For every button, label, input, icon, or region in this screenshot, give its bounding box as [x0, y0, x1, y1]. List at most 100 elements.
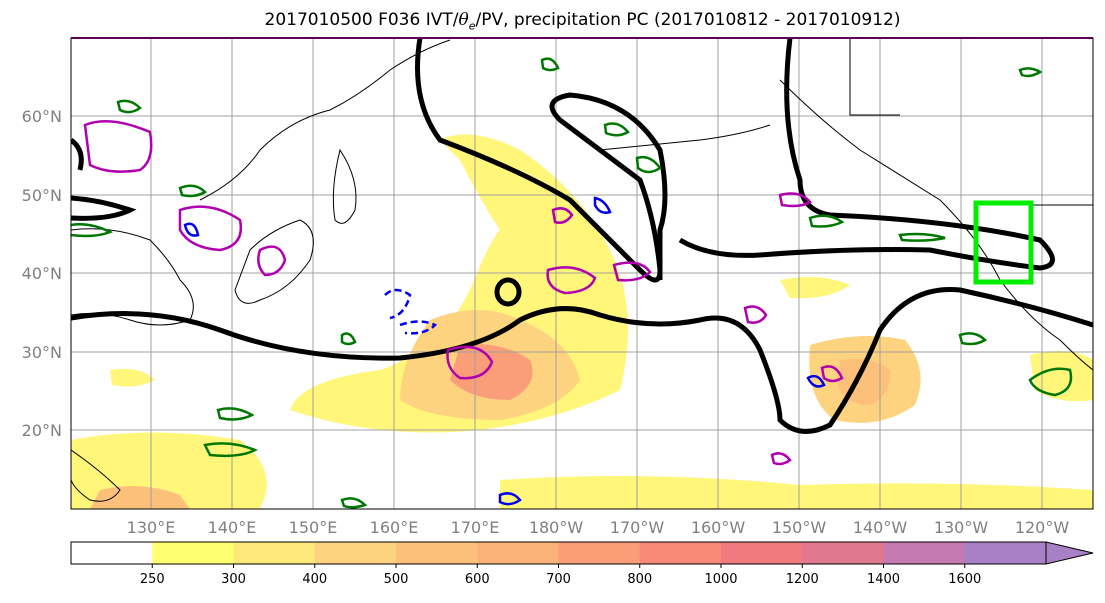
colorbar-swatch	[964, 542, 1047, 564]
precip-contour-15	[1018, 67, 1043, 78]
pv-contour-cutoff	[494, 277, 522, 307]
precip-contour-3	[71, 223, 114, 238]
theta-e-contour-7	[551, 207, 574, 224]
lon-label-140w: 140°W	[853, 518, 908, 537]
colorbar: 250 300 400 500 600 700 800 1000 1200 1400 1600	[70, 541, 1094, 587]
map-title: 2017010500 F036 IVT/θe/PV, precipitation…	[0, 10, 1105, 32]
lat-label-30: 30°N	[22, 343, 62, 362]
theta-e-contour-1	[83, 120, 153, 173]
colorbar-tick-labels: 250 300 400 500 600 700 800 1000 1200 1400 1600	[140, 564, 981, 587]
pv-contours	[71, 38, 1093, 434]
precip-contour-11	[340, 332, 357, 346]
precip-contour-5	[203, 442, 258, 458]
precip-contours	[71, 57, 1073, 509]
pv-contour-ridge	[678, 38, 1055, 271]
lon-label-170w: 170°W	[610, 518, 665, 537]
colorbar-swatch	[233, 542, 316, 564]
colorbar-tick-label: 250	[140, 572, 165, 587]
colorbar-tick-label: 800	[627, 572, 652, 587]
theta-e-neg-contour-5	[806, 374, 826, 388]
colorbar-tick-label: 1200	[786, 572, 819, 587]
theta-e-contour-10	[820, 365, 844, 383]
lon-label-140e: 140°E	[208, 518, 257, 537]
theta-e-neg-contour-6	[498, 492, 522, 506]
title-theta-subscript: e	[468, 19, 476, 33]
theta-e-contour-6	[612, 261, 652, 282]
colorbar-tick-label: 700	[546, 572, 571, 587]
ivt-region-mexico	[1030, 351, 1093, 402]
precip-contour-7	[603, 122, 630, 137]
lat-label-40: 40°N	[22, 264, 62, 283]
colorbar-tick-label: 1600	[948, 572, 981, 587]
theta-e-contour-2	[178, 205, 243, 252]
theta-e-contour-9	[778, 192, 812, 208]
colorbar-swatches	[71, 542, 1047, 564]
precip-contour-14	[898, 232, 946, 242]
colorbar-swatch-below	[71, 542, 153, 564]
theta-e-contour-4	[446, 345, 494, 380]
title-prefix: 2017010500 F036 IVT/	[264, 10, 459, 30]
theta-e-neg-contour-4	[183, 222, 200, 237]
title-theta: θ	[458, 10, 469, 30]
lon-label-130w: 130°W	[934, 518, 989, 537]
title-suffix: /PV, precipitation PC (2017010812 - 2017…	[475, 10, 901, 30]
pv-contour-trough	[415, 38, 668, 283]
lon-labels: 130°E 140°E 150°E 160°E 170°E 180°W 170°…	[127, 518, 1070, 537]
colorbar-swatch	[639, 542, 722, 564]
colorbar-swatch	[477, 542, 559, 564]
coastline-asia	[71, 228, 194, 326]
precip-contour-6	[540, 57, 560, 72]
coastline-kamchatka	[332, 148, 357, 224]
lat-label-50: 50°N	[22, 186, 62, 205]
theta-e-contour-11	[770, 452, 792, 466]
theta-e-contour-8	[743, 305, 768, 324]
highlight-box	[973, 200, 1034, 285]
precip-contour-4	[216, 407, 255, 421]
colorbar-tick-label: 400	[302, 572, 327, 587]
colorbar-swatch	[721, 542, 803, 564]
ivt-region-small-west	[110, 368, 155, 387]
lon-label-160w: 160°W	[691, 518, 746, 537]
coastline-japan	[234, 219, 314, 304]
precip-contour-12	[958, 332, 988, 346]
colorbar-tick-label: 300	[221, 572, 246, 587]
precip-contour-9	[808, 214, 845, 228]
theta-e-contour-5	[546, 266, 597, 295]
lat-labels: 60°N 50°N 40°N 30°N 20°N	[22, 107, 62, 440]
theta-e-neg-contour-1	[384, 288, 412, 320]
ivt-core-southwest	[90, 486, 190, 509]
lon-label-150e: 150°E	[289, 518, 338, 537]
pv-contour-west	[71, 195, 137, 221]
colorbar-extend-arrow	[1045, 541, 1094, 565]
coastline-siberia	[199, 39, 451, 201]
lon-label-160e: 160°E	[370, 518, 419, 537]
ivt-region-small	[780, 276, 850, 299]
lon-label-150w: 150°W	[772, 518, 827, 537]
coastline-philippines	[71, 449, 121, 502]
colorbar-swatch	[314, 542, 397, 564]
colorbar-swatch	[396, 542, 478, 564]
colorbar-swatch	[152, 542, 234, 564]
colorbar-tick-label: 1400	[867, 572, 900, 587]
colorbar-tick-label: 1000	[704, 572, 737, 587]
ivt-peak-pacific	[450, 344, 533, 400]
lon-label-130e: 130°E	[127, 518, 176, 537]
precip-contour-1	[116, 99, 142, 114]
colorbar-swatch	[802, 542, 884, 564]
theta-e-positive-contours	[83, 120, 844, 466]
pv-contour-main	[71, 287, 1093, 434]
colorbar-swatch	[883, 542, 966, 564]
ivt-region-south	[500, 476, 1093, 509]
precip-contour-2	[178, 184, 208, 198]
lon-label-180w: 180°W	[529, 518, 584, 537]
precip-contour-10	[1028, 367, 1073, 397]
pv-contour-northwest	[71, 137, 84, 171]
lat-label-60: 60°N	[22, 107, 62, 126]
colorbar-tick-label: 500	[384, 572, 409, 587]
lat-label-20: 20°N	[22, 421, 62, 440]
theta-e-neg-contour-3	[593, 196, 612, 214]
colorbar-swatch	[558, 542, 641, 564]
theta-e-negative-contours	[183, 196, 826, 506]
theta-e-neg-contour-2	[399, 320, 438, 335]
